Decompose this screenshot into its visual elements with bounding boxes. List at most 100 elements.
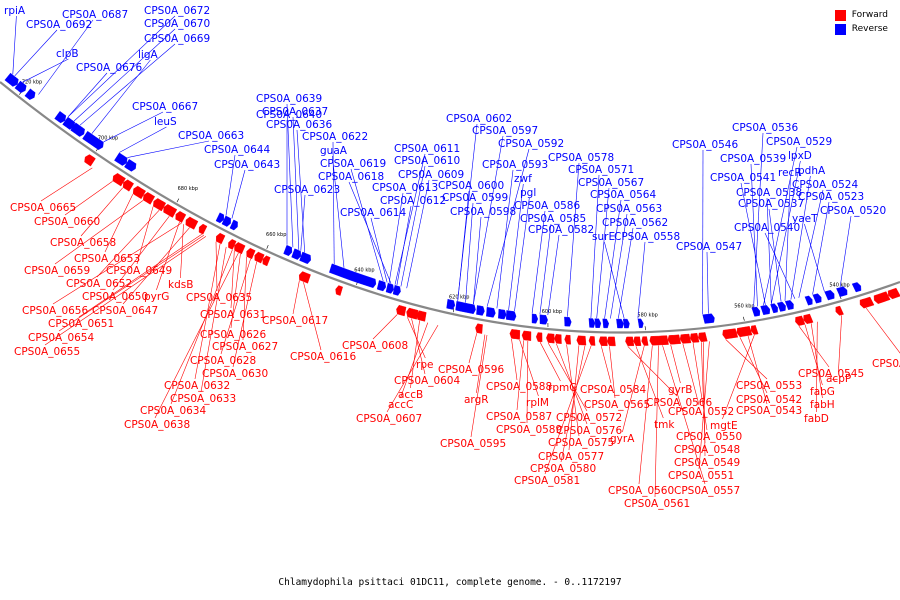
gene-label: CPS0A_0627 (212, 341, 278, 353)
leader-line (516, 340, 524, 411)
leader-line (473, 135, 504, 305)
leader-line (386, 324, 439, 413)
gene-label: gyrB (668, 384, 692, 396)
gene-label: CPS0A_0588 (486, 381, 552, 393)
gene-label: CPS0A_0566 (646, 397, 712, 409)
leader-line (180, 224, 184, 279)
gene-label: mgtE (710, 420, 738, 432)
leader-line (496, 169, 514, 309)
gene-label: CPS0A_0602 (446, 113, 512, 125)
gene-label: CPS0A_0523 (798, 191, 864, 203)
leader-line (812, 201, 830, 295)
leader-line (104, 194, 134, 253)
leader-line (58, 235, 204, 332)
forward-gene-arrow (416, 310, 427, 322)
leader-line (372, 314, 398, 340)
leader-line (784, 177, 791, 301)
leader-line (750, 163, 758, 307)
gene-label: CPS0A_0649 (106, 265, 172, 277)
leader-line (508, 183, 524, 311)
gene-label: recR (778, 167, 802, 179)
leader-line (286, 103, 294, 248)
leader-line (568, 345, 580, 451)
tick-label: 560 kbp (734, 303, 754, 309)
gene-label: argR (464, 394, 489, 406)
forward-gene-arrow (698, 332, 708, 343)
tick-marks: 720 kbp 700 kbp 680 kbp 660 kbp 640 kbp 620 k… (18, 80, 850, 331)
gene-label: rplM (526, 397, 549, 409)
gene-label: CPS0A_0639 (256, 93, 322, 105)
gene-label: CPS0A_0676 (76, 62, 142, 74)
leader-line (764, 232, 796, 299)
forward-gene-arrow (859, 296, 875, 309)
gene-label: CPS0A_0578 (548, 152, 614, 164)
gene-label: CPS0A_0665 (10, 202, 76, 214)
leader-line (303, 282, 322, 351)
gene-label: CPS0A_0658 (50, 237, 116, 249)
forward-gene-arrow (750, 325, 759, 335)
forward-gene-arrow (475, 323, 483, 334)
leader-line (64, 181, 113, 216)
forward-gene-arrow (112, 173, 126, 187)
leader-line (225, 154, 236, 216)
leader-line (798, 326, 830, 368)
forward-gene-arrow (153, 198, 167, 212)
leader-line (637, 241, 646, 319)
gene-label: kdsB (168, 279, 193, 291)
reverse-gene-arrow (836, 286, 848, 297)
gene-label: rpe (416, 359, 433, 371)
reverse-gene-arrow (824, 289, 835, 301)
leader-line (514, 197, 530, 312)
gene-label: CPS0A_0549 (674, 457, 740, 469)
reverse-gene-arrow (446, 298, 456, 310)
tick-label: 720 kbp (22, 80, 42, 86)
reverse-gene-arrow (851, 282, 862, 293)
gene-label: CPS0A_0543 (736, 405, 802, 417)
forward-gene-arrow (873, 291, 891, 304)
tick-label: 620 kbp (449, 294, 469, 300)
forward-gene-arrow (649, 335, 669, 346)
reverse-gene-arrow (24, 88, 36, 100)
reverse-gene-arrow (392, 284, 401, 296)
gene-label: fabH (810, 399, 835, 411)
forward-gene-arrow (554, 334, 562, 344)
tick-label: 640 kbp (354, 267, 374, 273)
gene-label: CPS0A_0575 (548, 437, 614, 449)
forward-gene-arrow (396, 304, 407, 317)
gene-label: CPS0A_0617 (262, 315, 328, 327)
tick-mark (176, 198, 180, 203)
reverse-gene-arrow (751, 306, 761, 317)
leader-line (638, 345, 653, 485)
leader-line (838, 315, 842, 373)
leader-line (511, 338, 518, 381)
gene-label: CPS0A_0596 (438, 364, 504, 376)
leader-line (156, 221, 180, 291)
gene-label: CPS0A_0655 (14, 346, 80, 358)
gene-label: CPS0A_0581 (514, 475, 580, 487)
gene-label: CPS0A_0540 (734, 222, 800, 234)
leader-line (654, 345, 659, 498)
gene-label: CPS0A_0653 (74, 253, 140, 265)
tick-label: 600 kbp (542, 309, 562, 315)
gene-label: CPS0A_0572 (556, 412, 622, 424)
gene-label: CPS0A_0604 (394, 375, 460, 387)
forward-gene-arrow (679, 333, 692, 344)
leader-line (44, 236, 207, 346)
forward-gene-arrow (546, 333, 555, 344)
gene-label: CPS0A_0650 (82, 291, 148, 303)
leader-line (747, 336, 768, 405)
tick-mark (452, 308, 455, 313)
leader-line (476, 334, 486, 394)
gene-label: CPS0A_0586 (514, 200, 580, 212)
leader-line (12, 15, 17, 75)
reverse-gene-arrow (784, 300, 794, 311)
reverse-gene-arrow (114, 152, 128, 166)
forward-gene-arrow (175, 211, 187, 223)
leader-line (292, 280, 300, 315)
gene-label: CPS0A_0634 (140, 405, 206, 417)
gene-label: acpP (826, 373, 851, 385)
leader-line (127, 140, 210, 158)
gene-label: pgl (520, 187, 536, 199)
forward-gene-arrow (598, 336, 608, 346)
